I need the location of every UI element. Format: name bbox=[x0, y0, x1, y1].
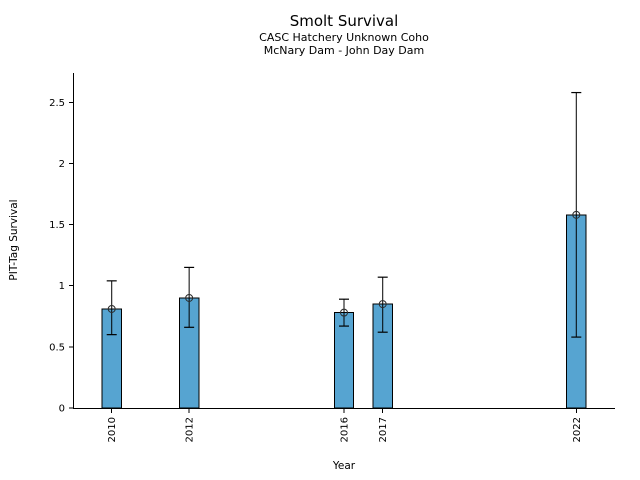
estimate-marker-2017 bbox=[378, 300, 387, 309]
x-axis-label: Year bbox=[332, 460, 356, 472]
y-tick-label-2: 2 bbox=[59, 159, 65, 170]
x-tick-label-2022: 2022 bbox=[572, 417, 583, 442]
chart-title: Smolt Survival bbox=[289, 12, 399, 30]
y-tick-label-0: 0 bbox=[59, 404, 65, 415]
chart-subtitle-line-2: McNary Dam - John Day Dam bbox=[263, 44, 425, 57]
y-tick-label-1.5: 1.5 bbox=[49, 220, 65, 231]
y-tick-label-1: 1 bbox=[59, 281, 65, 292]
chart-subtitle-line-1: CASC Hatchery Unknown Coho bbox=[259, 31, 429, 44]
x-tick-label-2017: 2017 bbox=[378, 417, 389, 442]
x-tick-label-2012: 2012 bbox=[185, 417, 196, 442]
y-tick-label-2.5: 2.5 bbox=[49, 98, 65, 109]
bar-2016 bbox=[333, 312, 355, 409]
x-tick-label-2016: 2016 bbox=[340, 417, 351, 442]
estimate-marker-2016 bbox=[340, 308, 348, 317]
x-tick-label-2010: 2010 bbox=[107, 417, 118, 442]
estimate-marker-2012 bbox=[185, 293, 194, 302]
estimate-marker-2022 bbox=[572, 210, 581, 219]
y-tick-label-0.5: 0.5 bbox=[49, 342, 65, 353]
estimate-marker-2010 bbox=[107, 304, 116, 313]
